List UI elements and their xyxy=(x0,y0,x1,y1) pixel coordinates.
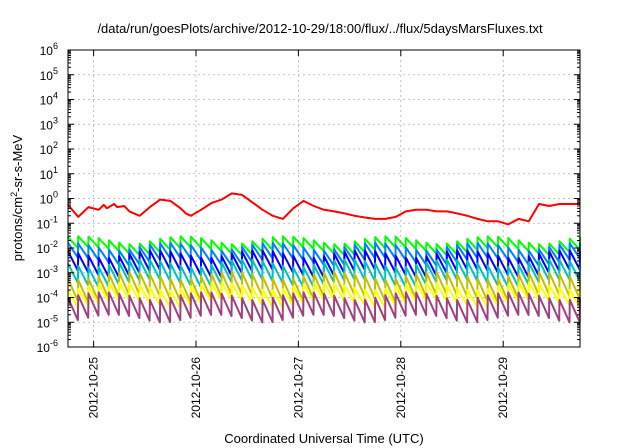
series-line xyxy=(67,192,580,226)
x-axis-label: Coordinated Universal Time (UTC) xyxy=(224,431,423,446)
x-tick-label: 2012-10-27 xyxy=(291,357,305,419)
x-tick-label: 2012-10-29 xyxy=(496,357,510,419)
y-tick-label: 106 xyxy=(40,41,58,58)
y-tick-label: 104 xyxy=(40,91,58,108)
y-tick-label: 105 xyxy=(40,66,58,83)
y-axis-ticks: 10-6 10-5 10-4 10-3 10-2 10-1 100 101 102 103 104 1… xyxy=(37,41,580,355)
y-tick-label: 10-4 xyxy=(37,289,58,306)
series-lines xyxy=(67,192,581,324)
x-axis-ticks: 2012-10-25 2012-10-26 2012-10-27 2012-10-28… xyxy=(87,50,510,419)
y-tick-label: 10-5 xyxy=(37,313,58,330)
x-tick-label: 2012-10-28 xyxy=(394,357,408,419)
y-tick-label: 10-1 xyxy=(37,214,58,231)
x-tick-label: 2012-10-25 xyxy=(87,357,101,419)
series-line xyxy=(67,291,581,324)
chart-title: /data/run/goesPlots/archive/2012-10-29/1… xyxy=(97,21,543,36)
y-axis-label: protons/cm2-sr-s-MeV xyxy=(9,134,25,261)
series-line xyxy=(67,235,581,256)
y-tick-label: 10-3 xyxy=(37,264,58,281)
y-tick-label: 10-6 xyxy=(37,338,58,355)
y-tick-label: 102 xyxy=(40,140,58,157)
x-tick-label: 2012-10-26 xyxy=(189,357,203,419)
y-tick-label: 103 xyxy=(40,115,58,132)
y-tick-label: 101 xyxy=(40,165,58,182)
grid xyxy=(68,50,580,347)
y-tick-label: 100 xyxy=(40,190,58,207)
series-line xyxy=(67,241,581,267)
y-tick-label: 10-2 xyxy=(37,239,58,256)
